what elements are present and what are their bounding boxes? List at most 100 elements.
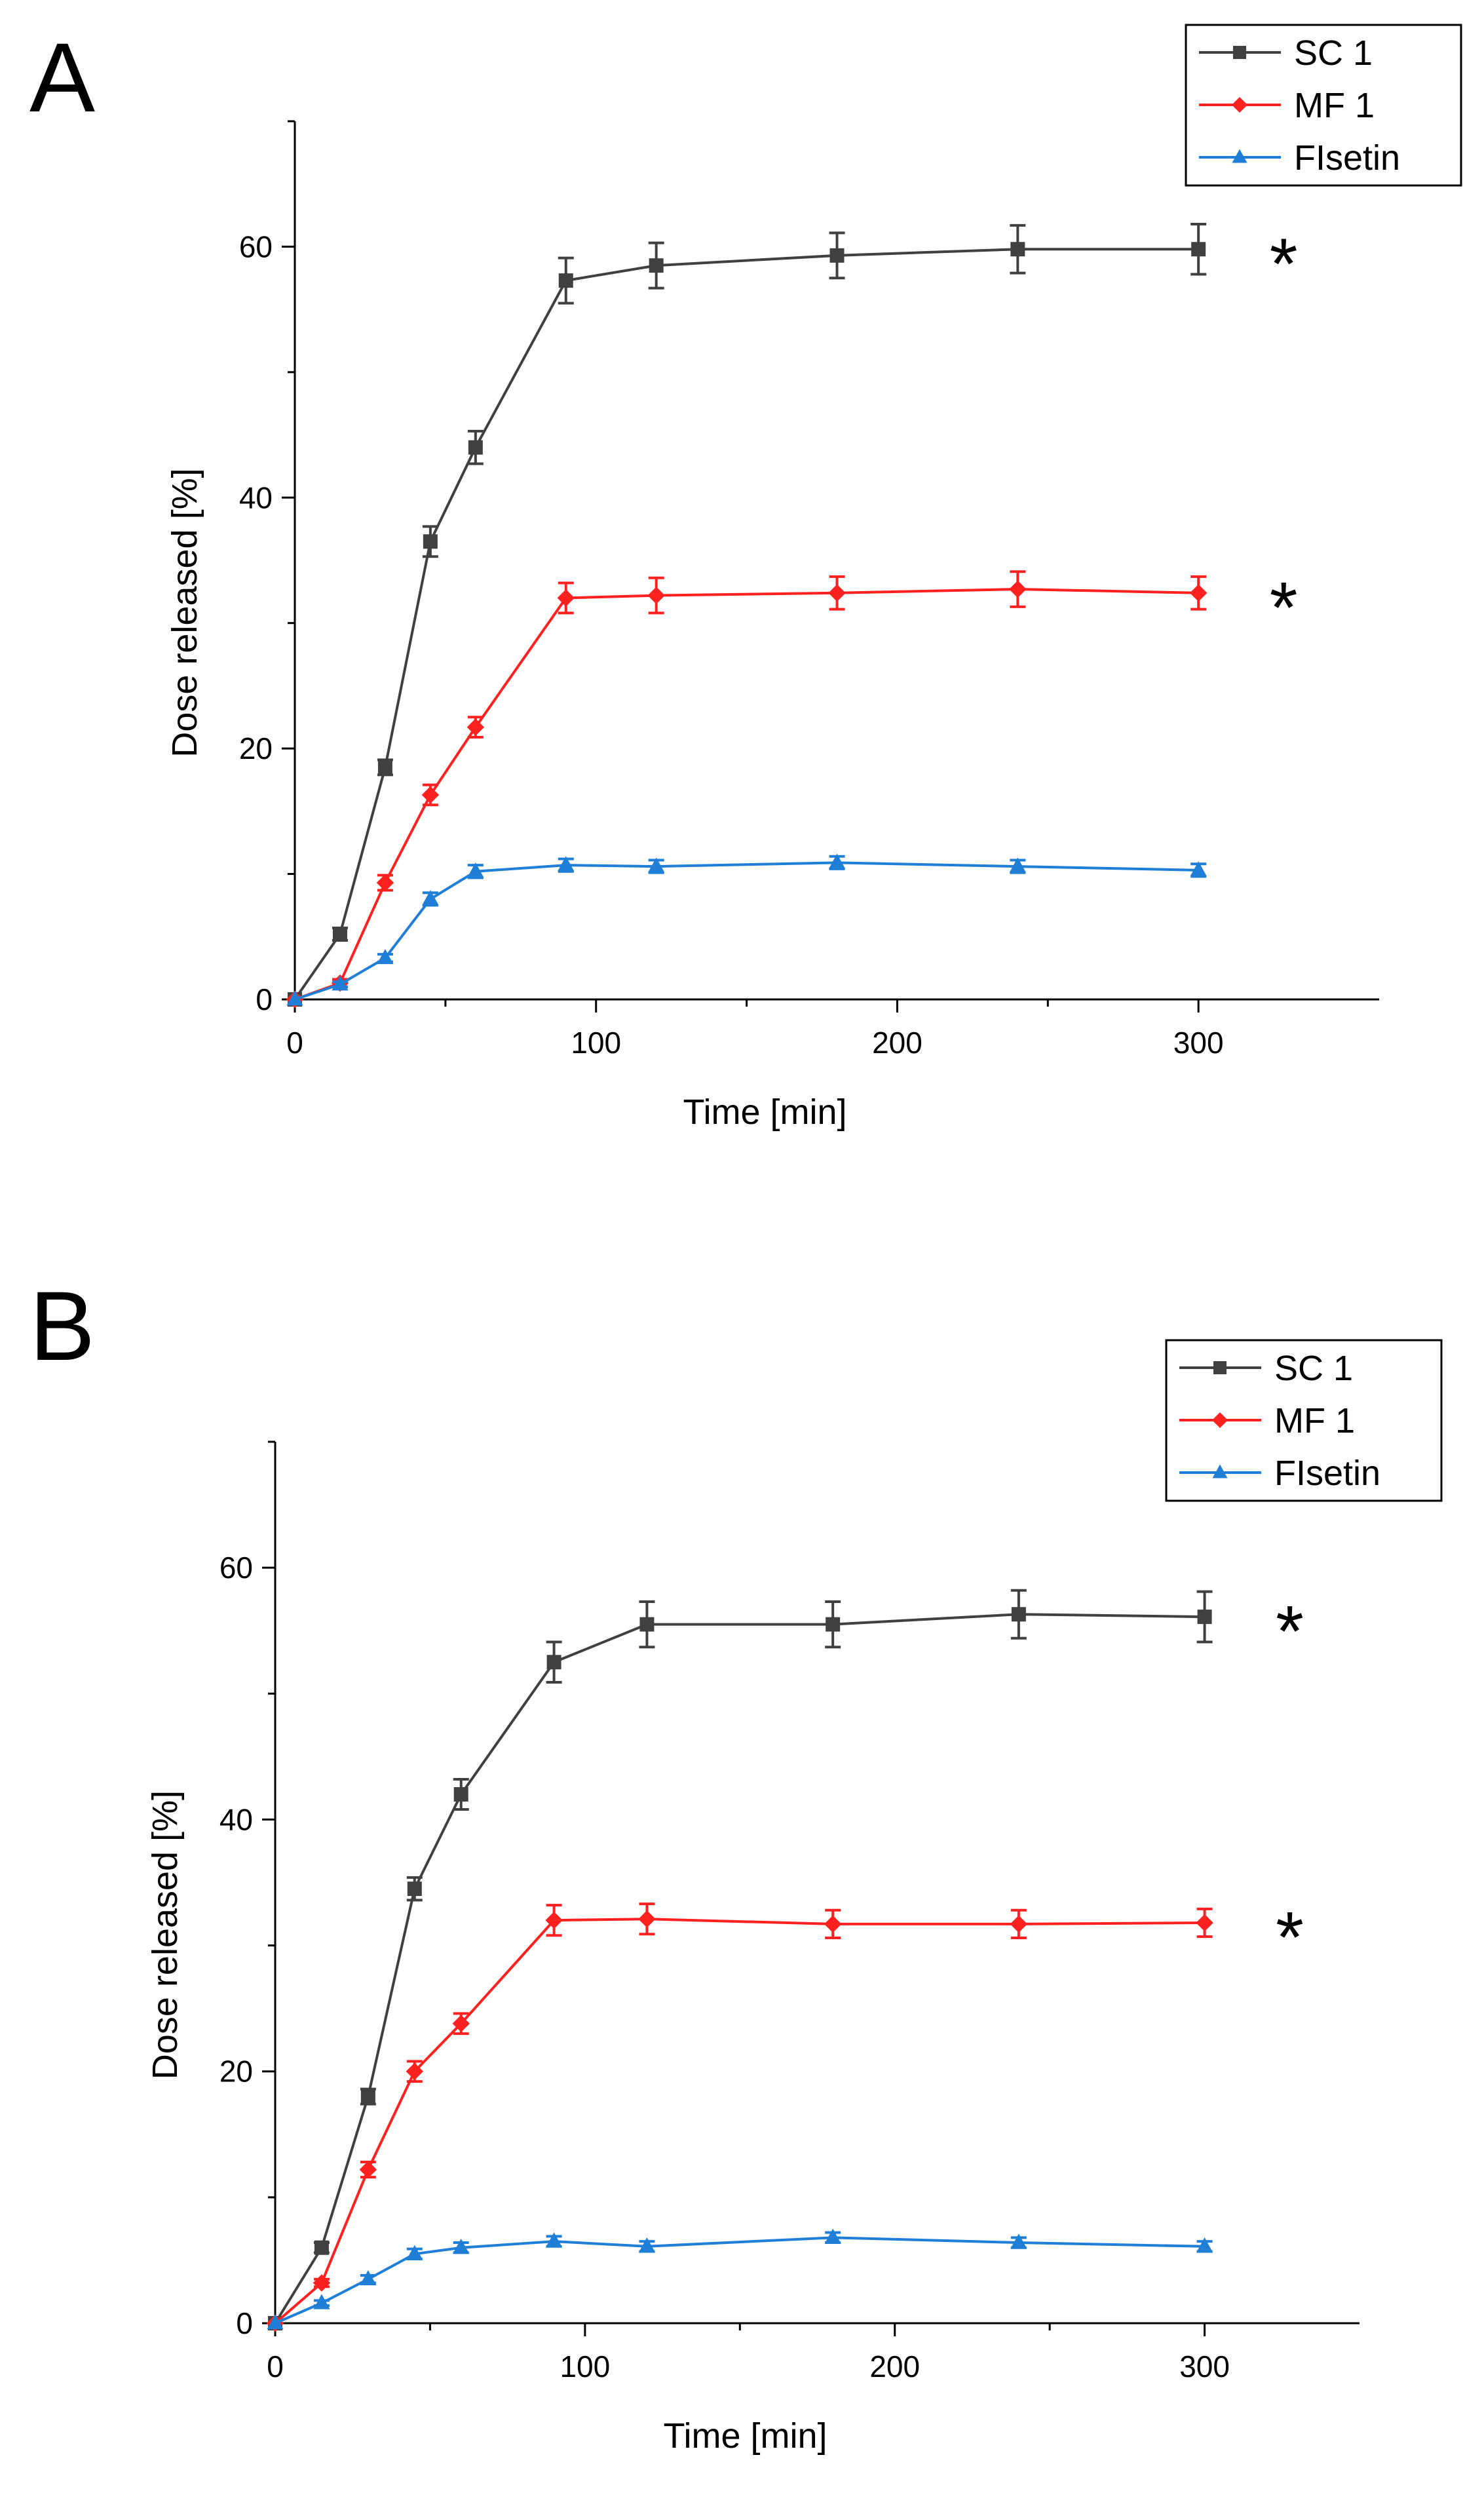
legend-marker bbox=[1232, 149, 1247, 163]
data-point bbox=[545, 1911, 563, 1929]
y-tick-label: 40 bbox=[239, 480, 273, 514]
legend-label: FIsetin bbox=[1274, 1454, 1380, 1493]
data-point bbox=[423, 534, 438, 549]
legend-marker bbox=[1213, 1361, 1227, 1374]
legend-label: SC 1 bbox=[1274, 1349, 1353, 1388]
series-mf-1 bbox=[286, 570, 1208, 1009]
x-axis-title: Time [min] bbox=[683, 1092, 847, 1132]
legend-item: SC 1 bbox=[1199, 33, 1373, 73]
data-point bbox=[828, 584, 846, 602]
y-tick-label: 20 bbox=[219, 2055, 253, 2089]
data-point bbox=[406, 2062, 423, 2080]
data-point bbox=[647, 587, 665, 604]
data-point bbox=[313, 2274, 331, 2292]
data-point bbox=[1196, 1914, 1213, 1932]
chart-panel-a: A 0 100 200 300 0 20 40 60 Time [min] Dose release… bbox=[29, 22, 1462, 1132]
y-tick-label: 40 bbox=[219, 1802, 253, 1836]
x-tick-label: 0 bbox=[286, 1026, 303, 1060]
data-point bbox=[359, 2161, 377, 2178]
y-tick-label: 60 bbox=[219, 1551, 253, 1585]
series-fisetin bbox=[267, 2228, 1213, 2330]
data-point bbox=[1191, 242, 1206, 257]
legend-label: MF 1 bbox=[1294, 86, 1375, 125]
data-point bbox=[453, 2238, 470, 2254]
legend-item: FIsetin bbox=[1179, 1454, 1380, 1493]
data-point bbox=[1011, 1607, 1026, 1622]
x-tick-label: 100 bbox=[560, 2349, 610, 2384]
data-point bbox=[376, 874, 394, 892]
data-point bbox=[406, 2245, 423, 2260]
data-point bbox=[267, 2314, 284, 2330]
significance-marker: * bbox=[1276, 1897, 1304, 1978]
data-point bbox=[638, 2237, 656, 2253]
panel-letter: B bbox=[29, 1271, 95, 1381]
data-point bbox=[638, 1910, 656, 1928]
data-point bbox=[639, 1617, 655, 1632]
data-point bbox=[1010, 2233, 1027, 2249]
data-point bbox=[314, 2240, 329, 2255]
legend-label: MF 1 bbox=[1274, 1401, 1355, 1440]
data-point bbox=[829, 248, 845, 263]
data-point bbox=[422, 890, 439, 906]
y-tick-label: 0 bbox=[236, 2306, 253, 2340]
legend-marker bbox=[1233, 46, 1246, 59]
y-tick-label: 60 bbox=[239, 229, 273, 263]
series-line bbox=[275, 2236, 1205, 2325]
x-tick-label: 100 bbox=[571, 1026, 621, 1060]
panel-letter: A bbox=[29, 22, 95, 132]
series-line bbox=[274, 1918, 1205, 2325]
legend-item: SC 1 bbox=[1179, 1349, 1353, 1388]
legend-marker bbox=[1232, 97, 1247, 113]
series-line bbox=[294, 861, 1199, 1001]
data-point bbox=[824, 1915, 842, 1933]
legend: SC 1 MF 1 FIsetin bbox=[1165, 1339, 1443, 1502]
data-point bbox=[558, 273, 573, 288]
data-point bbox=[545, 2232, 563, 2248]
legend-item: MF 1 bbox=[1179, 1401, 1355, 1440]
data-point bbox=[468, 440, 483, 455]
data-point bbox=[407, 1882, 422, 1897]
data-point bbox=[649, 258, 664, 273]
data-point bbox=[421, 786, 440, 804]
data-point bbox=[453, 1787, 468, 1802]
legend: SC 1 MF 1 FIsetin bbox=[1185, 24, 1462, 187]
series-line bbox=[294, 248, 1199, 1001]
x-tick-label: 200 bbox=[872, 1026, 923, 1060]
series-sc-1 bbox=[288, 222, 1207, 1007]
data-point bbox=[360, 2270, 377, 2286]
legend-item: FIsetin bbox=[1199, 138, 1400, 178]
data-point bbox=[286, 990, 303, 1006]
x-tick-label: 300 bbox=[1179, 2349, 1230, 2384]
legend-item: MF 1 bbox=[1199, 86, 1375, 125]
data-point bbox=[377, 760, 392, 775]
chart-panel-b: B 0 100 200 300 0 20 40 60 Time [min] Dose release… bbox=[29, 1271, 1443, 2456]
data-point bbox=[360, 2089, 375, 2104]
legend-label: SC 1 bbox=[1294, 33, 1373, 73]
data-point bbox=[1189, 584, 1208, 602]
data-point bbox=[1009, 857, 1026, 873]
x-tick-label: 300 bbox=[1173, 1026, 1224, 1060]
y-tick-label: 0 bbox=[256, 982, 273, 1016]
significance-marker: * bbox=[1270, 568, 1298, 648]
data-point bbox=[466, 718, 485, 736]
y-axis-title: Dose released [%] bbox=[165, 468, 204, 757]
data-point bbox=[1010, 1915, 1028, 1933]
data-point bbox=[546, 1655, 561, 1670]
y-axis-title: Dose released [%] bbox=[145, 1790, 185, 2079]
x-tick-label: 200 bbox=[869, 2349, 920, 2384]
data-point bbox=[826, 1617, 841, 1632]
data-point bbox=[467, 862, 484, 878]
data-point bbox=[557, 589, 575, 607]
data-point bbox=[332, 975, 349, 991]
data-point bbox=[1197, 1610, 1212, 1625]
legend-label: FIsetin bbox=[1294, 138, 1400, 178]
series-mf-1 bbox=[266, 1902, 1213, 2332]
data-point bbox=[1190, 861, 1207, 877]
significance-marker: * bbox=[1270, 223, 1298, 304]
data-point bbox=[1010, 242, 1025, 257]
significance-marker: * bbox=[1276, 1591, 1304, 1672]
data-point bbox=[377, 949, 394, 965]
data-point bbox=[313, 2294, 330, 2309]
series-fisetin bbox=[286, 853, 1207, 1006]
